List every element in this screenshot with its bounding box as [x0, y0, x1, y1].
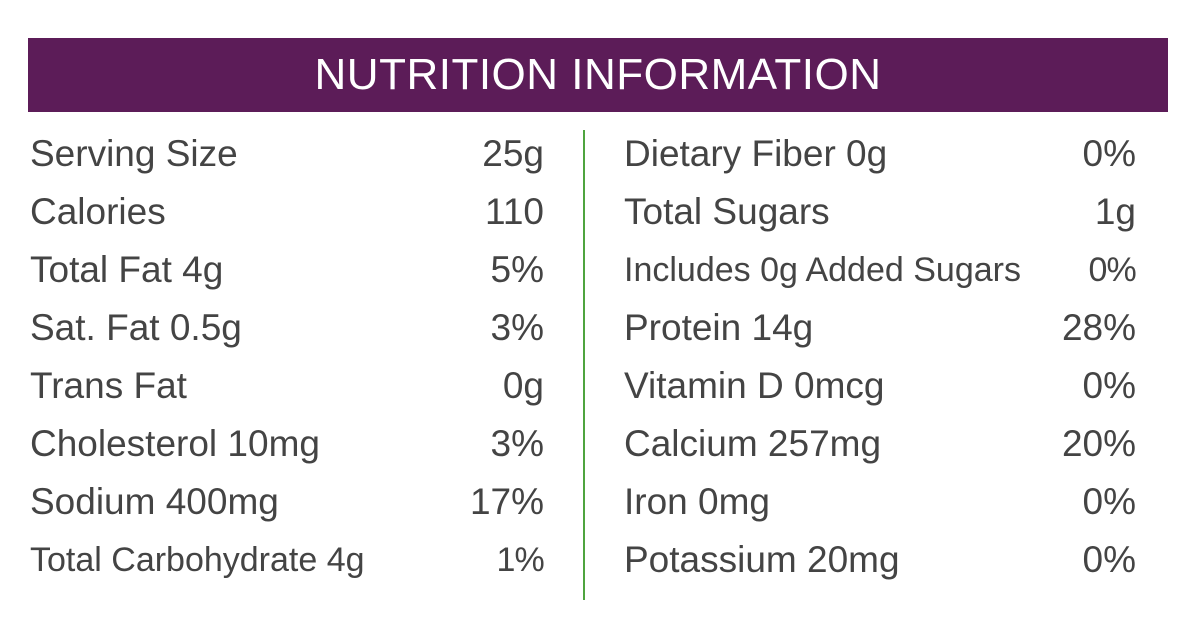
nutrient-label: Dietary Fiber 0g [624, 133, 888, 174]
nutrient-row: Vitamin D 0mcg 0% [624, 357, 1136, 415]
nutrient-label: Sat. Fat 0.5g [30, 307, 242, 348]
nutrient-value: 0% [1082, 539, 1136, 580]
nutrient-label: Total Fat 4g [30, 249, 224, 290]
nutrient-label: Iron 0mg [624, 481, 771, 522]
nutrient-row: Calcium 257mg 20% [624, 415, 1136, 473]
nutrient-row: Sat. Fat 0.5g 3% [30, 299, 544, 357]
nutrient-label: Calories [30, 191, 166, 232]
nutrient-value: 110 [485, 191, 544, 232]
nutrient-row: Includes 0g Added Sugars 0% [624, 241, 1137, 299]
nutrient-row: Total Sugars 1g [624, 183, 1136, 241]
nutrient-row: Total Fat 4g 5% [30, 241, 544, 299]
nutrition-header: NUTRITION INFORMATION [28, 38, 1168, 112]
nutrient-value: 1g [1094, 191, 1136, 232]
left-nutrient-column: Serving Size 25g Calories 110 Total Fat 4g… [30, 125, 545, 589]
nutrient-value: 1% [496, 541, 544, 579]
nutrient-value: 0% [1088, 251, 1136, 289]
nutrient-value: 17% [469, 481, 544, 522]
nutrient-row: Cholesterol 10mg 3% [30, 415, 544, 473]
nutrient-label: Serving Size [30, 133, 238, 174]
nutrient-row: Protein 14g 28% [624, 299, 1136, 357]
nutrient-value: 20% [1061, 423, 1136, 464]
nutrient-label: Calcium 257mg [624, 423, 882, 464]
nutrient-row: Sodium 400mg 17% [30, 473, 544, 531]
nutrient-row: Calories 110 [30, 183, 544, 241]
column-divider [583, 130, 585, 600]
page-title: NUTRITION INFORMATION [314, 50, 882, 99]
nutrient-label: Total Carbohydrate 4g [30, 541, 365, 579]
nutrient-row: Dietary Fiber 0g 0% [624, 125, 1136, 183]
nutrient-label: Trans Fat [30, 365, 187, 406]
nutrient-value: 0% [1082, 365, 1136, 406]
nutrient-label: Protein 14g [624, 307, 814, 348]
nutrient-label: Cholesterol 10mg [30, 423, 320, 464]
right-nutrient-column: Dietary Fiber 0g 0% Total Sugars 1g Includ… [624, 125, 1137, 589]
nutrient-value: 3% [490, 423, 544, 464]
nutrient-value: 0% [1082, 481, 1136, 522]
nutrient-value: 5% [490, 249, 544, 290]
nutrient-value: 0% [1082, 133, 1136, 174]
nutrient-label: Sodium 400mg [30, 481, 279, 522]
nutrient-label: Includes 0g Added Sugars [624, 251, 1021, 289]
nutrient-value: 25g [482, 133, 544, 174]
nutrient-row: Potassium 20mg 0% [624, 531, 1136, 589]
nutrient-label: Potassium 20mg [624, 539, 900, 580]
nutrient-value: 28% [1061, 307, 1136, 348]
nutrient-label: Total Sugars [624, 191, 830, 232]
nutrient-label: Vitamin D 0mcg [624, 365, 885, 406]
nutrient-row: Serving Size 25g [30, 125, 544, 183]
nutrient-row: Total Carbohydrate 4g 1% [30, 531, 545, 589]
nutrient-row: Trans Fat 0g [30, 357, 544, 415]
nutrient-row: Iron 0mg 0% [624, 473, 1136, 531]
nutrient-value: 3% [490, 307, 544, 348]
nutrient-value: 0g [502, 365, 544, 406]
